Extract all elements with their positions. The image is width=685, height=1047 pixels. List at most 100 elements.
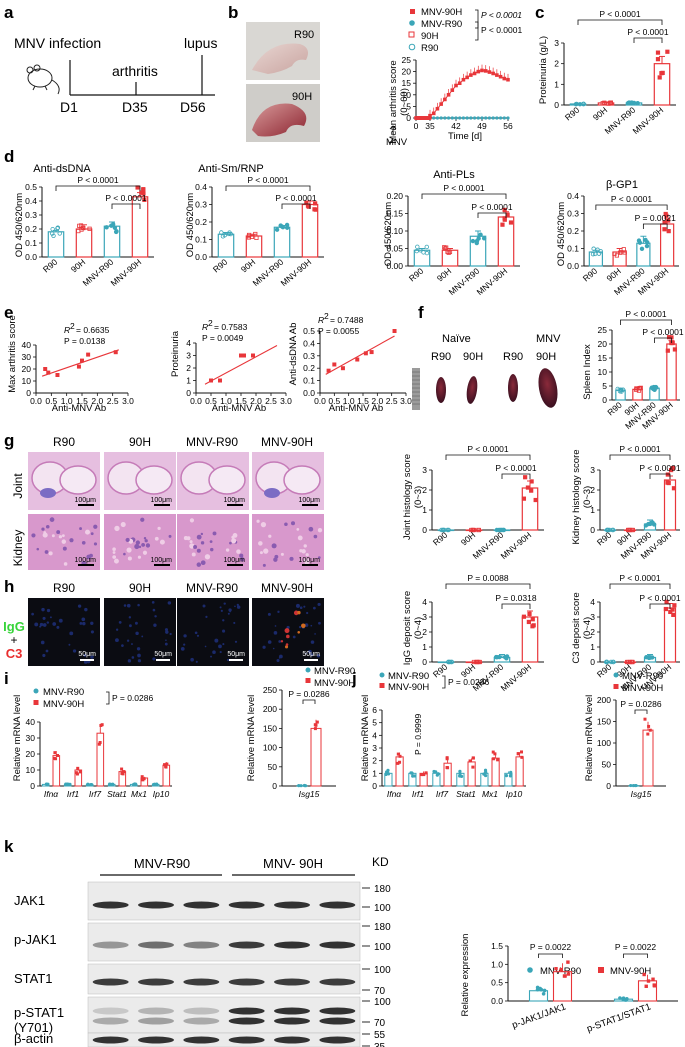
if-nucleus (273, 631, 278, 635)
g-joint-point (439, 527, 444, 533)
he-kidney-cell (196, 534, 202, 540)
b-point-mnv90h (480, 68, 484, 73)
i-point (86, 782, 90, 787)
b-mnv-label: MNV (386, 137, 408, 148)
b-xtick-label: 42 (451, 121, 461, 131)
d1-point (112, 225, 118, 230)
e3-xtick-label: 1.0 (343, 396, 355, 406)
k-point (566, 960, 570, 964)
blot-marker-label: 35 (374, 1042, 386, 1047)
e1-point (43, 367, 48, 371)
panel-e-charts: Max arthritis score Proteinuria Anti-dsD… (7, 311, 412, 414)
j-isg15-bar (642, 729, 654, 787)
b-ytick-label: 0 (406, 113, 411, 123)
b-ytick-label: 10 (402, 90, 412, 100)
he-kidney-cell (144, 539, 148, 543)
he-kidney-cell (273, 557, 278, 562)
d3-ylabel: OD 450/620nm (383, 202, 394, 267)
j-isg15-ytick-label: 0 (606, 781, 611, 791)
timeline-title: MNV infection (14, 35, 101, 51)
g-col-1: R90 (53, 435, 75, 449)
d4-pval: P < 0.0001 (611, 194, 652, 204)
b-point-mnvr90 (484, 116, 488, 120)
he-scale-label: 100μm (74, 557, 96, 564)
h-row-igg: IgG (3, 619, 25, 634)
h-c3-point (608, 659, 614, 665)
i-isg15-point (314, 723, 318, 727)
j-bar (491, 757, 500, 787)
b-point-mnvr90 (454, 116, 458, 120)
c-xtick-label: MNV-90H (631, 105, 666, 136)
c-xtick-label: R90 (563, 105, 582, 123)
i-point (74, 771, 78, 775)
k-point (542, 988, 547, 993)
i-point (140, 777, 144, 781)
if-nucleus (196, 634, 200, 637)
blot-marker-label: 70 (374, 1018, 386, 1029)
d1-pval: P < 0.0001 (105, 193, 146, 203)
if-nucleus (218, 644, 222, 649)
g-joint-yunit: (0~3) (413, 486, 424, 508)
e2-r2-sup: 2 (208, 318, 213, 328)
j-point (516, 752, 520, 756)
j-point (471, 756, 475, 760)
i-isg15-pval: P = 0.0286 (288, 689, 329, 699)
if-nucleus (167, 601, 172, 605)
j-isg15-xtick-label: Isg15 (631, 789, 652, 799)
d3-xtick-label: MNV-90H (475, 266, 510, 297)
e2-xtick-label: 2.5 (265, 396, 277, 406)
d4-point (644, 243, 650, 249)
d2-pval: P < 0.0001 (247, 175, 288, 185)
g-joint-point (471, 527, 476, 533)
j-point (496, 758, 500, 762)
k-bracket (538, 953, 563, 958)
d4-ytick-label: 0.3 (567, 209, 579, 219)
blot-band (92, 1017, 129, 1025)
e3-xtick-label: 0.5 (328, 396, 340, 406)
if-nucleus (90, 621, 94, 625)
if-nucleus (304, 652, 307, 655)
he-kidney-cell (193, 545, 198, 549)
if-nucleus (165, 639, 167, 642)
k-bar (528, 990, 549, 1002)
g-joint-xtick-label: MNV-90H (499, 530, 534, 561)
h-c3-point (644, 655, 649, 660)
he-kidney-cell (157, 526, 161, 531)
he-kidney-cell (140, 517, 145, 522)
i-point (52, 756, 56, 760)
he-scale-label: 100μm (223, 497, 245, 504)
if-nucleus (69, 631, 74, 636)
j-ytick-label: 6 (372, 705, 377, 715)
he-kidney-cell (58, 535, 63, 539)
e2-xtick-label: 2.0 (250, 396, 262, 406)
h-c3-pval: P < 0.0001 (619, 573, 660, 583)
d4-point (639, 246, 645, 251)
f-point (634, 387, 639, 392)
d4-point (666, 229, 671, 234)
j-legend-90h: MNV-90H (388, 682, 429, 693)
j-point (520, 750, 524, 754)
b-pval-2: P < 0.0001 (481, 25, 522, 35)
c-point (660, 70, 665, 75)
j-isg15-point (643, 717, 647, 721)
e3-ytick-label: 0.1 (303, 376, 315, 386)
he-kidney-cell (191, 552, 196, 557)
he-kidney-cell (31, 533, 36, 538)
b-point-mnvr90 (458, 116, 462, 120)
e1-ytick-label: 40 (22, 340, 32, 350)
if-nucleus (212, 650, 216, 654)
d4-point (619, 250, 624, 255)
he-kidney-cell (56, 530, 61, 534)
he-kidney-cell (210, 547, 214, 552)
i-point (76, 766, 80, 770)
g-kidney-ytick-label: 2 (590, 485, 595, 495)
e1-fit-line (41, 349, 119, 377)
j-point (398, 760, 402, 764)
if-nucleus (165, 630, 169, 634)
j-isg15-ytick-label: 50 (602, 760, 612, 770)
g-row-kidney: Kidney (11, 530, 25, 567)
he-kidney-cell (168, 534, 172, 538)
he-kidney-cell (209, 540, 213, 543)
blot-band (274, 941, 310, 949)
